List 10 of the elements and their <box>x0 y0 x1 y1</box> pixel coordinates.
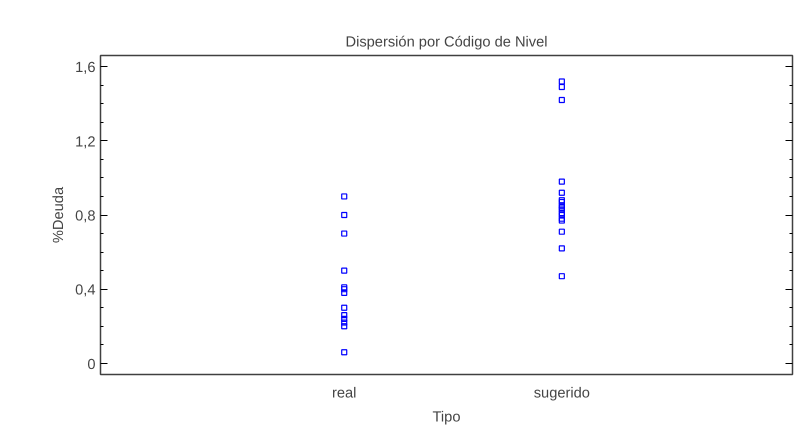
y-tick-label: 1,2 <box>75 134 96 150</box>
x-tick-label: sugerido <box>534 386 590 402</box>
x-axis-title: Tipo <box>432 410 460 426</box>
y-tick-label: 0 <box>87 356 96 373</box>
x-tick-label: real <box>332 386 356 402</box>
y-axis-title: %Deuda <box>51 186 68 244</box>
chart-title: Dispersión por Código de Nivel <box>345 34 548 50</box>
y-tick-label: 0,8 <box>75 208 96 224</box>
y-tick-label: 0,4 <box>75 282 96 299</box>
y-tick-label: 1,6 <box>75 60 96 76</box>
